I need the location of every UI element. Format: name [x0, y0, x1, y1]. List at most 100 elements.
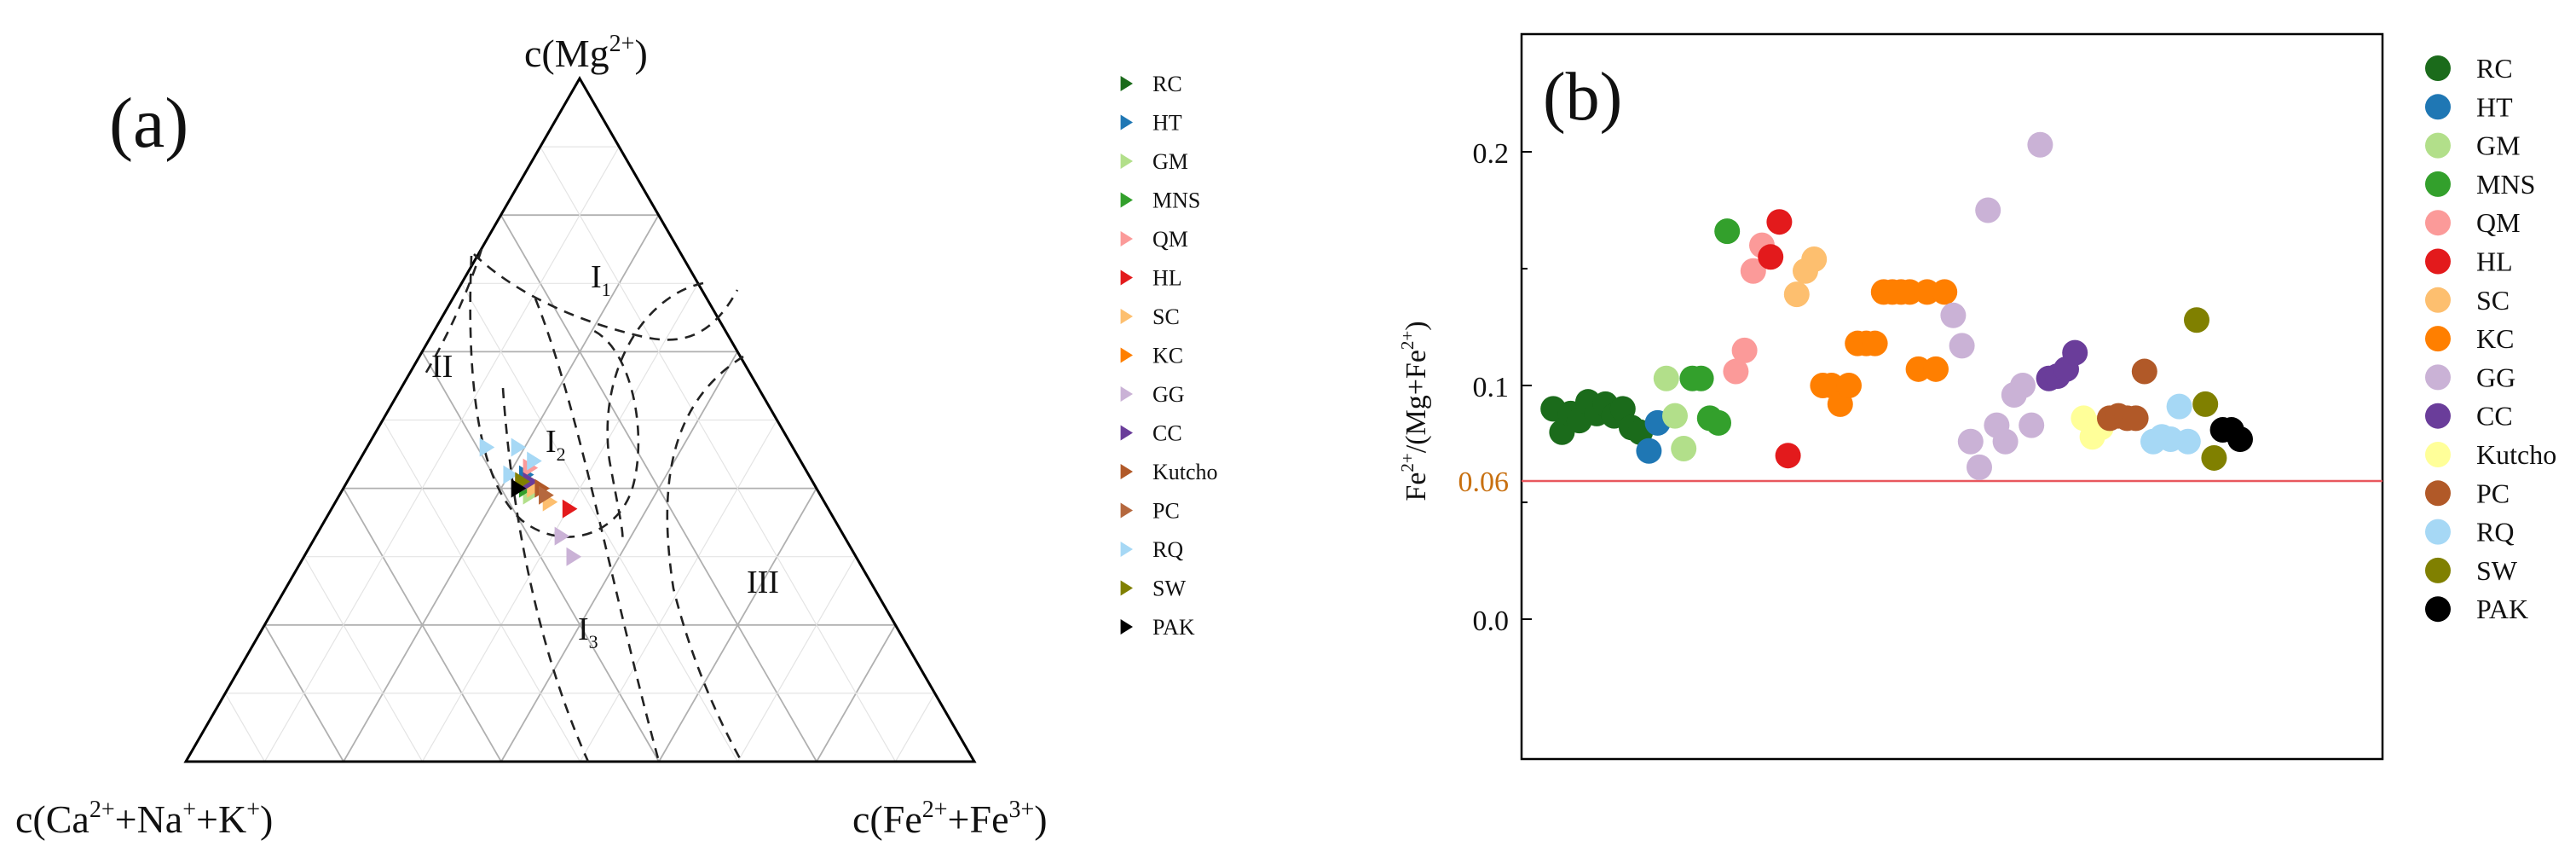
- scatter-points: [1540, 131, 2253, 480]
- ternary-marker-PAK: [511, 478, 527, 498]
- scatter-point-QM: [1723, 358, 1749, 385]
- field-label-III: III: [747, 565, 779, 600]
- legend-a-label-KC: KC: [1152, 344, 1183, 368]
- scatter-point-GG: [1992, 428, 2019, 455]
- legend-a-marker-MNS: [1120, 192, 1133, 208]
- scatter-point-GG: [1967, 454, 1992, 480]
- legend-a-label-GM: GM: [1152, 149, 1188, 174]
- legend-b-label-CC: CC: [2476, 401, 2513, 432]
- legend-b-marker-Kutcho: [2425, 442, 2451, 467]
- legend-a-label-Kutcho: Kutcho: [1152, 460, 1218, 484]
- legend-a-label-PAK: PAK: [1152, 615, 1195, 640]
- ternary-marker-HL: [562, 499, 578, 519]
- legend-a-label-RQ: RQ: [1152, 537, 1183, 562]
- legend-b-marker-CC: [2425, 403, 2451, 429]
- ternary-marker-RQ: [511, 438, 527, 457]
- scatter-point-RQ: [2166, 393, 2192, 420]
- legend-b-label-GM: GM: [2476, 130, 2521, 161]
- grid-line: [224, 693, 266, 762]
- scatter-point-SW: [2201, 444, 2227, 471]
- panel-b-label: (b): [1543, 60, 1622, 135]
- scatter-point-PAK: [2227, 426, 2253, 453]
- y-tick-label-0.1: 0.1: [1473, 372, 1510, 403]
- field-boundaries: [423, 248, 744, 762]
- grid-line: [894, 693, 936, 762]
- legend-a-marker-GG: [1120, 386, 1133, 402]
- grid-line: [421, 283, 699, 762]
- legend-b-marker-MNS: [2425, 171, 2451, 197]
- scatter-point-KC: [1836, 373, 1862, 398]
- legend-b-label-RC: RC: [2476, 53, 2513, 84]
- y-tick-label-0.2: 0.2: [1473, 138, 1510, 170]
- boundary-I2-lower: [469, 255, 640, 538]
- legend-b-marker-HT: [2425, 94, 2451, 120]
- legend-b-label-SW: SW: [2476, 555, 2518, 586]
- legend-b-label-HT: HT: [2476, 91, 2513, 122]
- legend-b-marker-GM: [2425, 132, 2451, 159]
- scatter-panel: (b) 0.2 0.1 0.06 0.0 Fe2+/(Mg+Fe2+) RC HT…: [1397, 32, 2556, 761]
- legend-a-marker-RQ: [1120, 542, 1133, 557]
- field-label-I2: I2: [546, 424, 566, 465]
- legend-a-marker-Kutcho: [1120, 464, 1133, 479]
- grid-line: [579, 420, 778, 762]
- panel-a-label: (a): [109, 84, 188, 163]
- legend-b-label-GG: GG: [2476, 362, 2515, 392]
- legend-a-label-HT: HT: [1152, 111, 1182, 136]
- grid-line: [303, 556, 424, 762]
- legend-b-marker-SC: [2425, 287, 2451, 313]
- legend-b-label-PAK: PAK: [2476, 594, 2528, 624]
- legend-a-label-MNS: MNS: [1152, 188, 1200, 213]
- y-axis: 0.2 0.1 0.06 0.0 Fe2+/(Mg+Fe2+): [1397, 138, 1532, 637]
- scatter-point-HL: [1766, 209, 1793, 235]
- legend-b-label-Kutcho: Kutcho: [2476, 439, 2556, 470]
- scatter-point-GG: [1949, 333, 1975, 359]
- legend-a-marker-GM: [1120, 154, 1133, 169]
- ternary-marker-GG: [554, 526, 570, 546]
- y-tick-label-0.0: 0.0: [1473, 606, 1510, 637]
- scatter-point-KC: [1923, 356, 1949, 382]
- legend-a-marker-CC: [1120, 425, 1133, 441]
- legend-a-marker-RC: [1120, 76, 1133, 91]
- boundary-III-left: [534, 298, 661, 762]
- scatter-point-SW: [2184, 307, 2209, 333]
- legend-a-label-PC: PC: [1152, 499, 1180, 524]
- legend-b-label-KC: KC: [2476, 323, 2514, 354]
- scatter-point-GG: [1975, 197, 2001, 223]
- ternary-outline: [183, 76, 977, 763]
- scatter-point-MNS: [1688, 365, 1714, 391]
- legend-a-marker-PAK: [1120, 619, 1133, 635]
- scatter-point-RQ: [2175, 428, 2201, 455]
- grid-line: [263, 146, 620, 762]
- legend-a-label-SC: SC: [1152, 304, 1180, 329]
- scatter-point-GM: [1671, 435, 1697, 461]
- legend-b-marker-QM: [2425, 210, 2451, 236]
- scatter-point-HT: [1636, 438, 1662, 464]
- ternary-grid: [224, 146, 936, 762]
- scatter-point-GM: [1662, 403, 1688, 429]
- grid-line: [382, 420, 581, 762]
- ternary-panel: (a) I1 II I2 I3 III c(Mg2+) c(Ca2++Na++K…: [15, 31, 1218, 841]
- vertex-label-top: c(Mg2+): [524, 31, 648, 75]
- scatter-point-GG: [1940, 302, 1967, 328]
- boundary-I1-I2: [473, 253, 739, 341]
- legend-a-label-QM: QM: [1152, 227, 1188, 252]
- field-label-I3: I3: [578, 611, 598, 652]
- scatter-point-GM: [1653, 365, 1679, 391]
- legend-a-label-GG: GG: [1152, 382, 1185, 407]
- legend-b-marker-PC: [2425, 480, 2451, 507]
- field-label-I1: I1: [591, 259, 611, 300]
- scatter-point-KC: [1932, 279, 1958, 305]
- legend-a-marker-KC: [1120, 347, 1133, 363]
- ternary-marker-RQ: [527, 451, 542, 471]
- y-axis-title: Fe2+/(Mg+Fe2+): [1397, 321, 1432, 501]
- ternary-marker-RQ: [503, 465, 519, 484]
- legend-a: RC HT GM MNS QM HL SC KC GG CC Kutcho PC RQ SW PAK: [1120, 72, 1218, 640]
- scatter-point-PC: [2123, 405, 2149, 432]
- legend-a-marker-PC: [1120, 502, 1133, 519]
- legend-b-label-RQ: RQ: [2476, 517, 2514, 548]
- scatter-point-SW: [2192, 391, 2219, 417]
- scatter-point-GG: [2027, 131, 2053, 158]
- scatter-point-HL: [1758, 244, 1784, 270]
- ternary-marker-PC: [539, 485, 554, 505]
